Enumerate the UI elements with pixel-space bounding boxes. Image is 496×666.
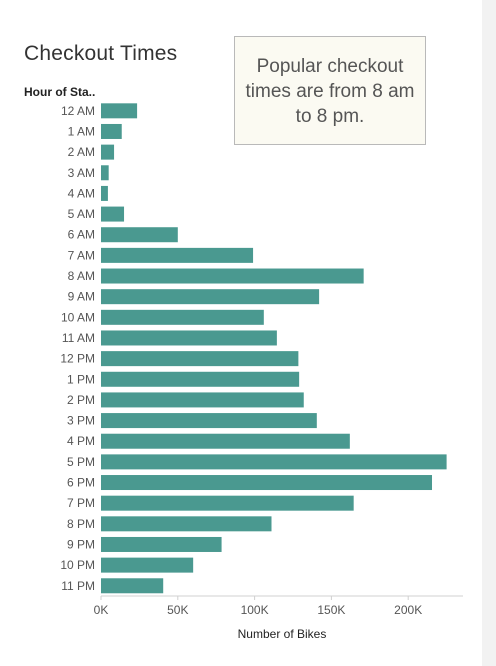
bar[interactable] (101, 144, 115, 160)
y-tick-label[interactable]: 1 AM (68, 124, 95, 138)
y-tick-label[interactable]: 11 AM (62, 331, 95, 345)
bar[interactable] (101, 351, 299, 367)
y-tick-label[interactable]: 3 PM (67, 414, 95, 428)
bar[interactable] (101, 536, 222, 552)
y-tick-label[interactable]: 8 AM (68, 269, 95, 283)
bar[interactable] (101, 371, 300, 387)
y-tick-label[interactable]: 7 AM (68, 248, 95, 262)
y-tick-label[interactable]: 12 AM (61, 104, 95, 118)
bar[interactable] (101, 495, 354, 511)
y-tick-label[interactable]: 10 AM (61, 310, 95, 324)
bar[interactable] (101, 330, 277, 346)
bar[interactable] (101, 309, 264, 325)
y-tick-label[interactable]: 2 AM (68, 145, 95, 159)
y-tick-label[interactable]: 4 PM (67, 434, 95, 448)
y-tick-label[interactable]: 10 PM (60, 558, 95, 572)
row-axis-header[interactable]: Hour of Sta.. (24, 85, 96, 99)
bar[interactable] (101, 392, 304, 408)
bar[interactable] (101, 227, 178, 243)
scrollbar-gutter[interactable] (482, 0, 496, 666)
annotation-line-1: Popular checkout (256, 56, 404, 77)
bar[interactable] (101, 413, 317, 429)
bar[interactable] (101, 185, 108, 201)
x-tick-label: 100K (241, 603, 269, 617)
x-tick-label: 200K (394, 603, 422, 617)
viz-canvas: Checkout Times Hour of Sta.. Popular che… (24, 36, 463, 641)
bar[interactable] (101, 247, 254, 263)
y-tick-label[interactable]: 11 PM (61, 579, 95, 593)
bar[interactable] (101, 433, 350, 449)
x-tick-label: 50K (167, 603, 188, 617)
bar[interactable] (101, 289, 320, 305)
y-tick-label[interactable]: 9 AM (68, 290, 95, 304)
y-tick-label[interactable]: 2 PM (67, 393, 95, 407)
bar[interactable] (101, 165, 109, 181)
annotation-line-2: times are from 8 am (245, 81, 415, 102)
chart-title: Checkout Times (24, 42, 178, 65)
x-tick-label: 150K (317, 603, 345, 617)
y-tick-label[interactable]: 5 AM (68, 207, 95, 221)
x-axis-title[interactable]: Number of Bikes (237, 627, 327, 641)
y-tick-label[interactable]: 6 AM (68, 228, 95, 242)
y-tick-label[interactable]: 3 AM (68, 166, 95, 180)
bar[interactable] (101, 516, 272, 532)
bar[interactable] (101, 123, 122, 139)
y-tick-label[interactable]: 1 PM (67, 372, 95, 386)
bar[interactable] (101, 475, 433, 491)
bar[interactable] (101, 578, 164, 594)
bar[interactable] (101, 268, 364, 284)
bar-chart: 12 AM 1 AM 2 AM 3 AM 4 AM 5 AM 6 AM 7 AM 8 AM 9 A… (60, 103, 463, 617)
y-tick-label[interactable]: 8 PM (67, 517, 95, 531)
y-tick-label[interactable]: 6 PM (67, 476, 95, 490)
bar[interactable] (101, 206, 125, 222)
bar[interactable] (101, 103, 138, 119)
y-tick-label[interactable]: 5 PM (67, 455, 95, 469)
annotation-line-3: to 8 pm. (295, 106, 365, 127)
y-tick-label[interactable]: 4 AM (68, 186, 95, 200)
bar[interactable] (101, 454, 447, 470)
bar[interactable] (101, 557, 194, 573)
y-tick-label[interactable]: 7 PM (67, 496, 95, 510)
x-tick-label: 0K (94, 603, 109, 617)
annotation-box: Popular checkout times are from 8 am to … (234, 36, 426, 145)
y-tick-label[interactable]: 12 PM (60, 352, 95, 366)
y-tick-label[interactable]: 9 PM (67, 537, 95, 551)
